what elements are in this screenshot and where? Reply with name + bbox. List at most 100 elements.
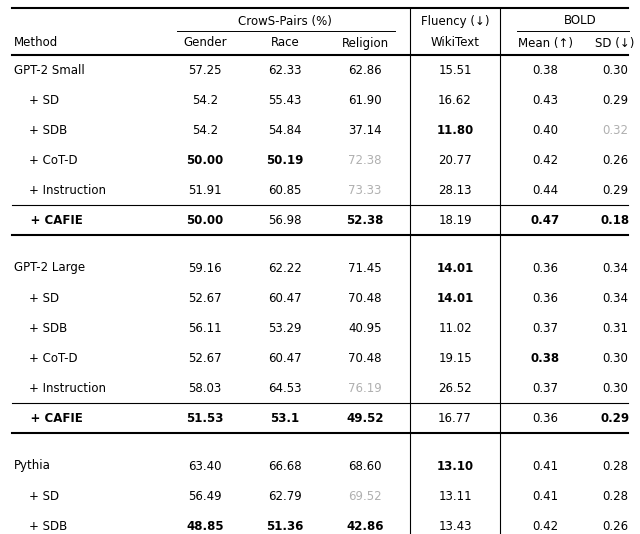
Text: 0.32: 0.32 bbox=[602, 123, 628, 137]
Text: 60.85: 60.85 bbox=[268, 184, 301, 197]
Text: 15.51: 15.51 bbox=[438, 64, 472, 76]
Text: 73.33: 73.33 bbox=[348, 184, 381, 197]
Text: BOLD: BOLD bbox=[564, 14, 596, 27]
Text: 62.22: 62.22 bbox=[268, 262, 302, 274]
Text: 0.40: 0.40 bbox=[532, 123, 558, 137]
Text: Mean (↑): Mean (↑) bbox=[518, 36, 573, 50]
Text: 50.00: 50.00 bbox=[186, 153, 223, 167]
Text: + SDB: + SDB bbox=[14, 520, 67, 532]
Text: 60.47: 60.47 bbox=[268, 292, 302, 304]
Text: + SD: + SD bbox=[14, 490, 59, 502]
Text: + Instruction: + Instruction bbox=[14, 184, 106, 197]
Text: 0.36: 0.36 bbox=[532, 292, 558, 304]
Text: 58.03: 58.03 bbox=[188, 381, 221, 395]
Text: + CoT-D: + CoT-D bbox=[14, 153, 77, 167]
Text: 0.34: 0.34 bbox=[602, 292, 628, 304]
Text: 0.42: 0.42 bbox=[532, 520, 558, 532]
Text: 51.91: 51.91 bbox=[188, 184, 222, 197]
Text: Method: Method bbox=[14, 36, 58, 50]
Text: 0.42: 0.42 bbox=[532, 153, 558, 167]
Text: 13.11: 13.11 bbox=[438, 490, 472, 502]
Text: Gender: Gender bbox=[183, 36, 227, 50]
Text: 40.95: 40.95 bbox=[348, 321, 381, 334]
Text: GPT-2 Small: GPT-2 Small bbox=[14, 64, 84, 76]
Text: 76.19: 76.19 bbox=[348, 381, 382, 395]
Text: + SD: + SD bbox=[14, 292, 59, 304]
Text: 0.28: 0.28 bbox=[602, 459, 628, 473]
Text: 0.31: 0.31 bbox=[602, 321, 628, 334]
Text: 51.36: 51.36 bbox=[266, 520, 304, 532]
Text: 16.62: 16.62 bbox=[438, 93, 472, 106]
Text: 0.44: 0.44 bbox=[532, 184, 558, 197]
Text: Religion: Religion bbox=[341, 36, 388, 50]
Text: 0.29: 0.29 bbox=[600, 412, 630, 425]
Text: 66.68: 66.68 bbox=[268, 459, 302, 473]
Text: 0.29: 0.29 bbox=[602, 93, 628, 106]
Text: 0.30: 0.30 bbox=[602, 381, 628, 395]
Text: 0.36: 0.36 bbox=[532, 412, 558, 425]
Text: 14.01: 14.01 bbox=[436, 262, 474, 274]
Text: 55.43: 55.43 bbox=[268, 93, 301, 106]
Text: 69.52: 69.52 bbox=[348, 490, 382, 502]
Text: 37.14: 37.14 bbox=[348, 123, 382, 137]
Text: 0.37: 0.37 bbox=[532, 381, 558, 395]
Text: + CAFIE: + CAFIE bbox=[14, 412, 83, 425]
Text: 50.00: 50.00 bbox=[186, 214, 223, 226]
Text: 11.80: 11.80 bbox=[436, 123, 474, 137]
Text: 16.77: 16.77 bbox=[438, 412, 472, 425]
Text: 61.90: 61.90 bbox=[348, 93, 382, 106]
Text: 54.2: 54.2 bbox=[192, 123, 218, 137]
Text: 51.53: 51.53 bbox=[186, 412, 224, 425]
Text: 42.86: 42.86 bbox=[346, 520, 384, 532]
Text: 0.28: 0.28 bbox=[602, 490, 628, 502]
Text: 56.98: 56.98 bbox=[268, 214, 301, 226]
Text: 26.52: 26.52 bbox=[438, 381, 472, 395]
Text: 62.33: 62.33 bbox=[268, 64, 301, 76]
Text: 52.38: 52.38 bbox=[346, 214, 384, 226]
Text: 49.52: 49.52 bbox=[346, 412, 384, 425]
Text: 60.47: 60.47 bbox=[268, 351, 302, 365]
Text: 59.16: 59.16 bbox=[188, 262, 222, 274]
Text: + SDB: + SDB bbox=[14, 321, 67, 334]
Text: 0.38: 0.38 bbox=[532, 64, 558, 76]
Text: 52.67: 52.67 bbox=[188, 292, 222, 304]
Text: 70.48: 70.48 bbox=[348, 351, 381, 365]
Text: 0.18: 0.18 bbox=[600, 214, 630, 226]
Text: Fluency (↓): Fluency (↓) bbox=[420, 14, 489, 27]
Text: 68.60: 68.60 bbox=[348, 459, 381, 473]
Text: 48.85: 48.85 bbox=[186, 520, 224, 532]
Text: 63.40: 63.40 bbox=[188, 459, 221, 473]
Text: 0.30: 0.30 bbox=[602, 351, 628, 365]
Text: CrowS-Pairs (%): CrowS-Pairs (%) bbox=[238, 14, 332, 27]
Text: 0.30: 0.30 bbox=[602, 64, 628, 76]
Text: 18.19: 18.19 bbox=[438, 214, 472, 226]
Text: + CAFIE: + CAFIE bbox=[14, 214, 83, 226]
Text: 0.38: 0.38 bbox=[531, 351, 559, 365]
Text: 56.49: 56.49 bbox=[188, 490, 222, 502]
Text: 13.43: 13.43 bbox=[438, 520, 472, 532]
Text: 14.01: 14.01 bbox=[436, 292, 474, 304]
Text: 62.79: 62.79 bbox=[268, 490, 302, 502]
Text: 0.34: 0.34 bbox=[602, 262, 628, 274]
Text: 0.36: 0.36 bbox=[532, 262, 558, 274]
Text: 54.84: 54.84 bbox=[268, 123, 301, 137]
Text: + CoT-D: + CoT-D bbox=[14, 351, 77, 365]
Text: Pythia: Pythia bbox=[14, 459, 51, 473]
Text: 19.15: 19.15 bbox=[438, 351, 472, 365]
Text: 62.86: 62.86 bbox=[348, 64, 382, 76]
Text: 20.77: 20.77 bbox=[438, 153, 472, 167]
Text: 71.45: 71.45 bbox=[348, 262, 382, 274]
Text: 0.41: 0.41 bbox=[532, 490, 558, 502]
Text: 0.43: 0.43 bbox=[532, 93, 558, 106]
Text: Race: Race bbox=[271, 36, 300, 50]
Text: 13.10: 13.10 bbox=[436, 459, 474, 473]
Text: 52.67: 52.67 bbox=[188, 351, 222, 365]
Text: + SD: + SD bbox=[14, 93, 59, 106]
Text: GPT-2 Large: GPT-2 Large bbox=[14, 262, 85, 274]
Text: 0.29: 0.29 bbox=[602, 184, 628, 197]
Text: 0.37: 0.37 bbox=[532, 321, 558, 334]
Text: 57.25: 57.25 bbox=[188, 64, 221, 76]
Text: 54.2: 54.2 bbox=[192, 93, 218, 106]
Text: 70.48: 70.48 bbox=[348, 292, 381, 304]
Text: 0.26: 0.26 bbox=[602, 153, 628, 167]
